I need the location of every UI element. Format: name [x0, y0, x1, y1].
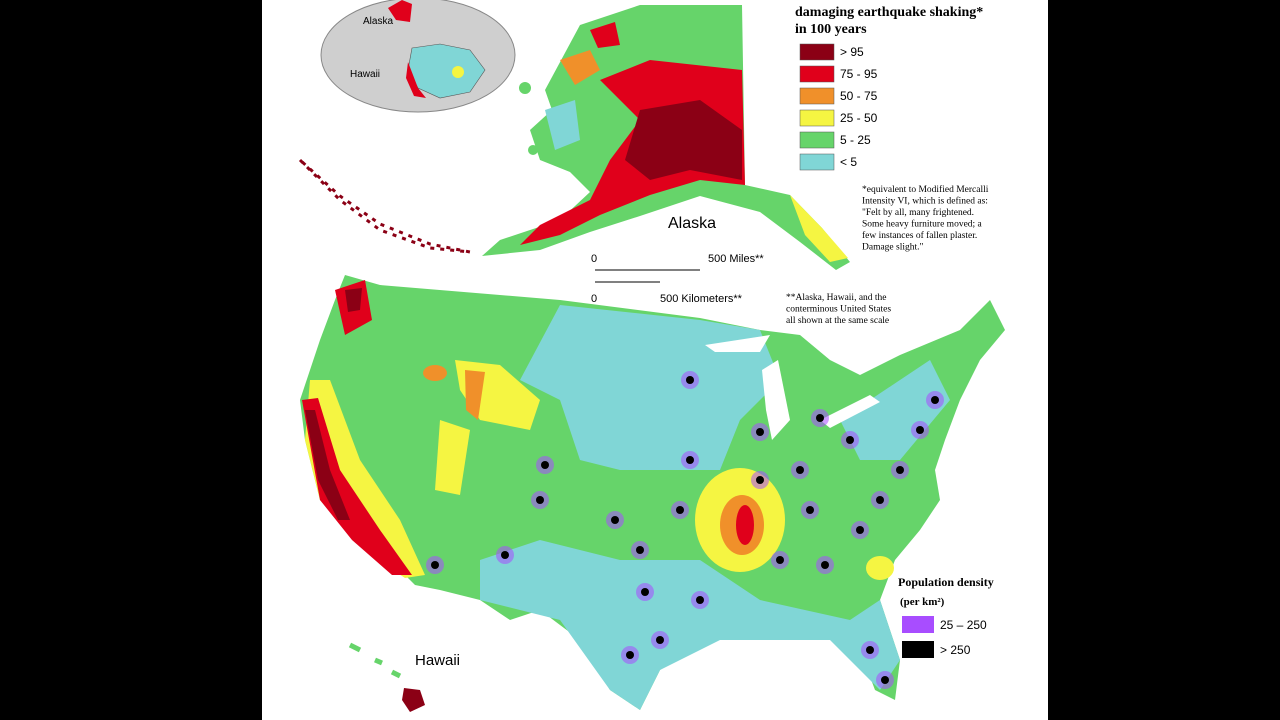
legend-swatch	[799, 131, 835, 149]
pacific-northwest	[345, 288, 362, 312]
west-coast-band	[305, 380, 425, 578]
population-core	[796, 466, 804, 474]
intermountain	[423, 365, 447, 381]
inset-us-west	[406, 62, 426, 98]
population-core	[431, 561, 439, 569]
footnote-line: Intensity VI, which is defined as:	[862, 196, 988, 207]
population-core	[896, 466, 904, 474]
legend-label: 75 - 95	[840, 67, 878, 81]
population-core	[686, 456, 694, 464]
great-lake	[705, 335, 770, 352]
footnote-line: all shown at the same scale	[786, 316, 889, 326]
legend-label: < 5	[840, 155, 857, 169]
population-core	[656, 636, 664, 644]
intermountain	[435, 420, 470, 495]
legend-swatch	[902, 616, 934, 633]
population-core	[501, 551, 509, 559]
west-coast-band	[305, 410, 350, 520]
legend-label: 25 – 250	[940, 618, 987, 632]
inset-label: Alaska	[363, 16, 393, 27]
population-core	[876, 496, 884, 504]
footnote-line: **Alaska, Hawaii, and the	[786, 293, 887, 303]
scale-label: 0	[591, 293, 597, 305]
footnotes: *equivalent to Modified MercalliIntensit…	[786, 184, 989, 326]
population-core	[626, 651, 634, 659]
title: in 100 years	[795, 22, 867, 37]
legend-label: 5 - 25	[840, 133, 871, 147]
new-madrid	[736, 505, 754, 545]
population-core	[636, 546, 644, 554]
charleston	[866, 556, 894, 580]
hawaii-islands	[348, 642, 402, 679]
legend-label: > 250	[940, 643, 971, 657]
alaska-patch	[545, 100, 580, 150]
footnote-line: Some heavy furniture moved; a	[862, 219, 983, 230]
legend-swatch	[902, 641, 934, 658]
conus-low-hazard	[840, 360, 950, 460]
population-core	[881, 676, 889, 684]
population-core	[641, 588, 649, 596]
population-core	[916, 426, 924, 434]
population-dots	[426, 371, 944, 689]
population-legend: 25 – 250 > 250	[902, 616, 987, 658]
alaska-island	[528, 145, 538, 155]
legend-label: 25 - 50	[840, 111, 878, 125]
footnote-line: Damage slight."	[862, 243, 924, 253]
region-label: Hawaii	[415, 652, 460, 669]
great-lake	[820, 395, 880, 428]
scale-label: 0	[591, 253, 597, 265]
west-coast-band	[302, 398, 412, 575]
hawaii-big-island	[402, 688, 425, 712]
alaska-panhandle	[790, 195, 848, 262]
footnote-line: "Felt by all, many frightened.	[862, 207, 974, 218]
population-core	[676, 506, 684, 514]
conus-low-hazard	[480, 540, 900, 710]
population-core	[931, 396, 939, 404]
footnote-line: conterminous United States	[786, 305, 891, 315]
scale-label: 500 Kilometers**	[660, 293, 743, 305]
population-core	[866, 646, 874, 654]
population-core	[806, 506, 814, 514]
hazard-legend: > 95 75 - 95 50 - 75 25 - 50 5 - 25 < 5	[799, 43, 878, 171]
alaska-island	[519, 82, 531, 94]
population-core	[686, 376, 694, 384]
population-core	[696, 596, 704, 604]
legend-swatch	[799, 65, 835, 83]
population-core	[541, 461, 549, 469]
alaska-highest-hazard	[625, 100, 742, 180]
population-core	[846, 436, 854, 444]
great-lake	[762, 360, 790, 440]
population-core	[756, 476, 764, 484]
intermountain	[465, 370, 485, 420]
alaska-patch	[560, 50, 600, 85]
population-core	[856, 526, 864, 534]
population-core	[821, 561, 829, 569]
population-core	[776, 556, 784, 564]
aleutians	[298, 158, 471, 254]
legend-swatch	[799, 43, 835, 61]
footnote-line: few instances of fallen plaster.	[862, 230, 977, 241]
footnote-line: *equivalent to Modified Mercalli	[862, 184, 989, 195]
population-core	[536, 496, 544, 504]
legend-swatch	[799, 153, 835, 171]
inset-alaska	[388, 0, 412, 22]
legend-label: > 95	[840, 45, 864, 59]
legend-swatch	[799, 87, 835, 105]
scale-label: 500 Miles**	[708, 253, 764, 265]
alaska-patch	[590, 22, 620, 48]
population-title: Population density	[898, 575, 994, 589]
population-core	[611, 516, 619, 524]
inset-new-madrid	[452, 66, 464, 78]
inset-label: Hawaii	[350, 69, 380, 80]
legend-label: 50 - 75	[840, 89, 878, 103]
legend-swatch	[799, 109, 835, 127]
region-label: Alaska	[668, 215, 716, 232]
population-unit: (per km²)	[900, 596, 945, 608]
population-core	[816, 414, 824, 422]
title: damaging earthquake shaking*	[795, 5, 983, 20]
population-core	[756, 428, 764, 436]
